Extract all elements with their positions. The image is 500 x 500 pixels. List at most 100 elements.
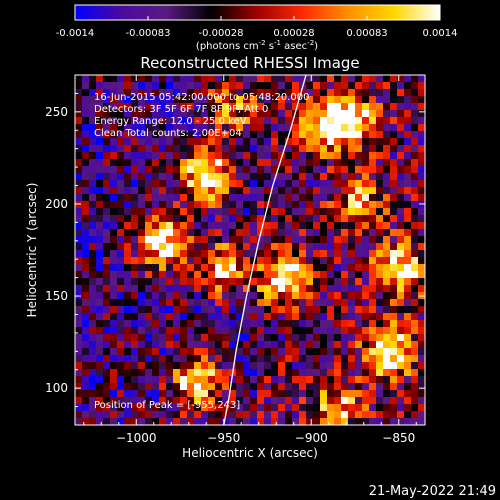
heatmap-cell (376, 313, 384, 321)
heatmap-cell (215, 264, 223, 272)
heatmap-cell (292, 166, 300, 174)
heatmap-cell (194, 327, 202, 335)
heatmap-cell (299, 124, 307, 132)
heatmap-cell (418, 362, 425, 370)
heatmap-cell (145, 159, 153, 167)
heatmap-cell (327, 96, 335, 104)
heatmap-cell (320, 362, 328, 370)
heatmap-cell (243, 341, 251, 349)
heatmap-cell (250, 89, 258, 97)
heatmap-cell (376, 369, 384, 377)
heatmap-cell (145, 236, 153, 244)
heatmap-cell (397, 89, 405, 97)
heatmap-cell (362, 334, 370, 342)
heatmap-cell (201, 390, 209, 398)
heatmap-cell (152, 397, 160, 405)
heatmap-cell (222, 166, 230, 174)
heatmap-cell (299, 390, 307, 398)
heatmap-cell (320, 201, 328, 209)
heatmap-cell (348, 306, 356, 314)
heatmap-cell (166, 208, 174, 216)
heatmap-cell (75, 285, 83, 293)
heatmap-cell (159, 285, 167, 293)
heatmap-cell (201, 355, 209, 363)
heatmap-cell (222, 383, 230, 391)
heatmap-cell (320, 355, 328, 363)
heatmap-cell (194, 278, 202, 286)
heatmap-cell (166, 257, 174, 265)
heatmap-cell (166, 264, 174, 272)
heatmap-cell (341, 369, 349, 377)
heatmap-cell (131, 404, 139, 412)
heatmap-cell (404, 152, 412, 160)
heatmap-cell (376, 110, 384, 118)
heatmap-cell (411, 278, 419, 286)
heatmap-cell (145, 138, 153, 146)
heatmap-cell (215, 257, 223, 265)
heatmap-cell (215, 376, 223, 384)
heatmap-cell (117, 103, 125, 111)
heatmap-cell (292, 369, 300, 377)
heatmap-cell (208, 131, 216, 139)
heatmap-cell (131, 306, 139, 314)
heatmap-cell (299, 208, 307, 216)
heatmap-cell (320, 383, 328, 391)
heatmap-cell (159, 145, 167, 153)
heatmap-cell (208, 138, 216, 146)
heatmap-cell (264, 348, 272, 356)
heatmap-cell (264, 82, 272, 90)
heatmap-cell (103, 131, 111, 139)
heatmap-cell (117, 418, 125, 425)
heatmap-cell (369, 222, 377, 230)
heatmap-cell (271, 180, 279, 188)
heatmap-cell (362, 236, 370, 244)
heatmap-cell (96, 103, 104, 111)
heatmap-cell (292, 278, 300, 286)
heatmap-cell (243, 418, 251, 425)
heatmap-cell (103, 145, 111, 153)
heatmap-cell (418, 327, 425, 335)
heatmap-cell (313, 390, 321, 398)
heatmap-cell (285, 201, 293, 209)
heatmap-cell (411, 320, 419, 328)
heatmap-cell (194, 250, 202, 258)
heatmap-cell (390, 348, 398, 356)
heatmap-cell (180, 278, 188, 286)
heatmap-cell (180, 334, 188, 342)
heatmap-cell (278, 208, 286, 216)
heatmap-cell (159, 411, 167, 419)
heatmap-cell (341, 313, 349, 321)
heatmap-cell (75, 264, 83, 272)
heatmap-cell (278, 124, 286, 132)
heatmap-cell (334, 89, 342, 97)
heatmap-cell (390, 306, 398, 314)
heatmap-cell (418, 201, 425, 209)
heatmap-cell (166, 117, 174, 125)
heatmap-cell (362, 250, 370, 258)
heatmap-cell (355, 376, 363, 384)
heatmap-cell (180, 257, 188, 265)
heatmap-cell (152, 215, 160, 223)
heatmap-cell (96, 159, 104, 167)
heatmap-cell (243, 243, 251, 251)
heatmap-cell (334, 404, 342, 412)
heatmap-cell (131, 194, 139, 202)
heatmap-cell (75, 75, 83, 83)
heatmap-cell (145, 75, 153, 83)
heatmap-cell (418, 334, 425, 342)
heatmap-cell (306, 145, 314, 153)
heatmap-cell (320, 348, 328, 356)
heatmap-cell (278, 82, 286, 90)
heatmap-cell (362, 264, 370, 272)
heatmap-cell (145, 152, 153, 160)
heatmap-cell (369, 250, 377, 258)
heatmap-cell (306, 341, 314, 349)
heatmap-cell (229, 264, 237, 272)
heatmap-cell (292, 138, 300, 146)
heatmap-cell (257, 243, 265, 251)
heatmap-cell (138, 418, 146, 425)
heatmap-cell (208, 320, 216, 328)
heatmap-cell (404, 201, 412, 209)
heatmap-cell (292, 75, 300, 83)
heatmap-cell (173, 250, 181, 258)
